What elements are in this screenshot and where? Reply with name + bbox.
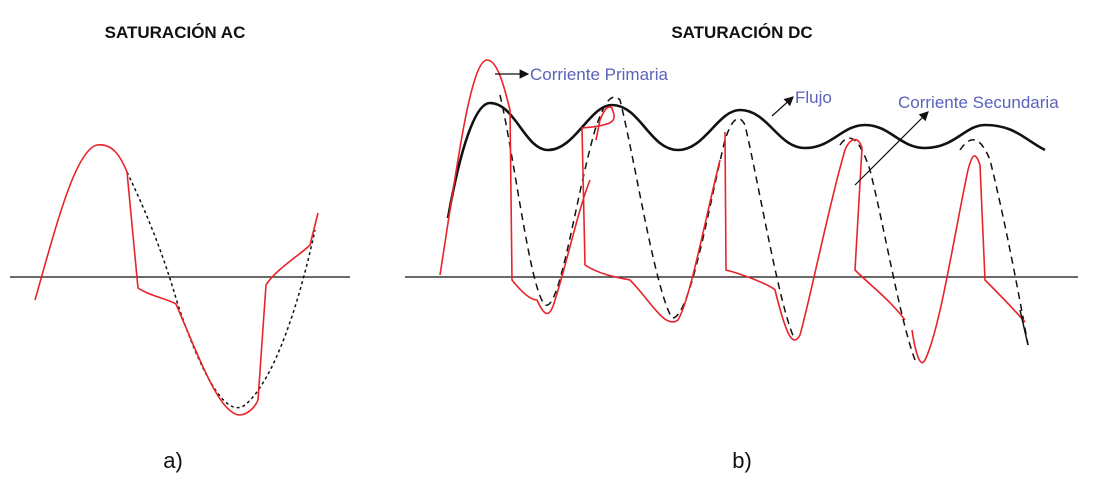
- label: Corriente Secundaria: [898, 93, 1059, 112]
- secondary-ideal: [499, 94, 1029, 361]
- flux: [446, 101, 1046, 219]
- arrow: [771, 96, 794, 117]
- primary-current: [439, 59, 1026, 364]
- caption: b): [732, 448, 752, 473]
- caption: a): [163, 448, 183, 473]
- current-a: [34, 144, 319, 416]
- label: Corriente Primaria: [530, 65, 668, 84]
- label: Flujo: [795, 88, 832, 107]
- arrow: [854, 111, 929, 186]
- panel-title: SATURACIÓN AC: [105, 23, 246, 42]
- panel-title: SATURACIÓN DC: [671, 23, 812, 42]
- secondary-ideal: [126, 171, 316, 409]
- tail: [1019, 309, 1029, 346]
